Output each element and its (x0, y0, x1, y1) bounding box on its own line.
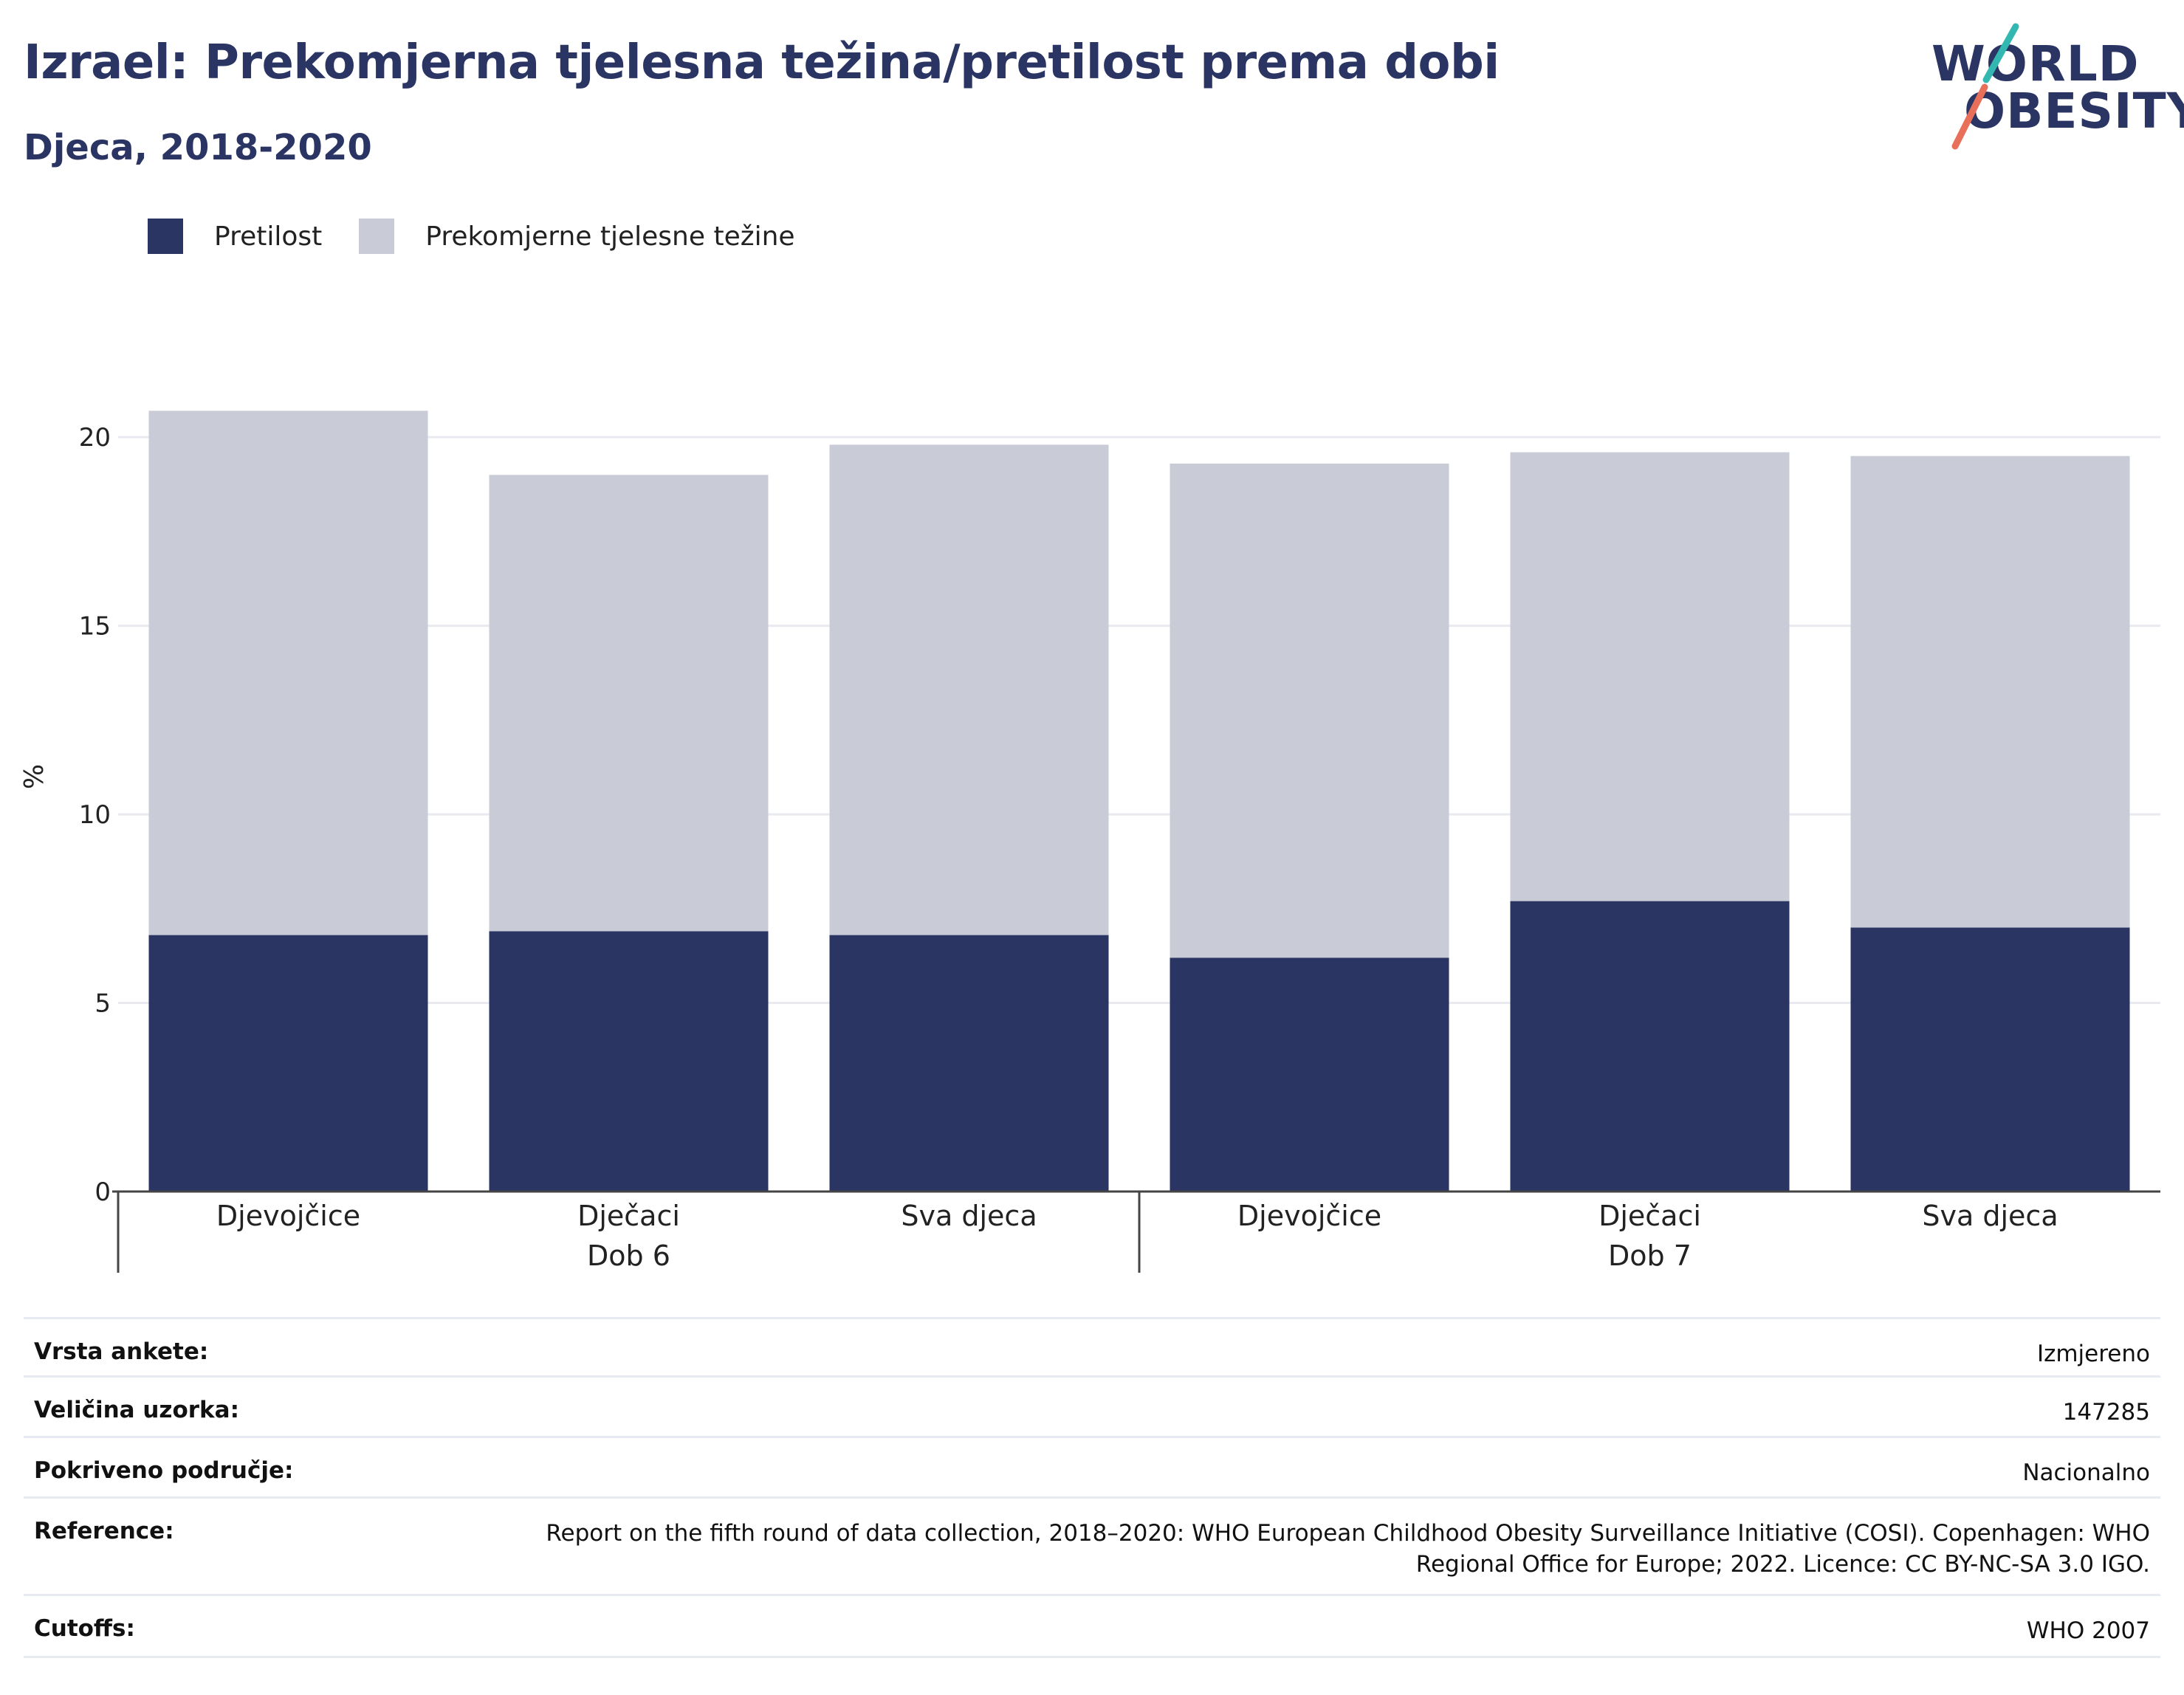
x-tick-label: Djevojčice (216, 1200, 360, 1232)
world-obesity-logo: WORLD OBESITY (1920, 21, 2184, 154)
y-axis-title: % (19, 764, 49, 789)
info-row-reference: Reference: Report on the fifth round of … (24, 1499, 2160, 1596)
info-value: Nacionalno (2022, 1460, 2150, 1486)
stacked-bar-chart: 0 5 10 15 20% Djevojčice Dječaci Sva djeca Djevo… (19, 410, 2160, 1273)
bar-overweight (1170, 463, 1449, 958)
info-row-cutoffs: Cutoffs: WHO 2007 (24, 1596, 2160, 1658)
info-value: WHO 2007 (2026, 1617, 2150, 1644)
y-tick-label: 0 (95, 1177, 111, 1207)
info-key: Cutoffs: (34, 1615, 135, 1642)
y-tick-label: 5 (95, 989, 111, 1019)
bar-overweight (829, 444, 1109, 935)
legend-swatch-obesity (148, 219, 183, 254)
info-row-coverage: Pokriveno područje: Nacionalno (24, 1438, 2160, 1499)
info-value: 147285 (2062, 1399, 2150, 1426)
info-key: Reference: (34, 1518, 174, 1544)
y-tick-label: 15 (79, 612, 111, 642)
y-tick-label: 20 (79, 423, 111, 453)
legend-swatch-overweight (359, 219, 395, 254)
chart-subtitle: Djeca, 2018-2020 (24, 127, 372, 168)
x-tick-label: Sva djeca (901, 1200, 1037, 1232)
legend-item-overweight[interactable]: Prekomjerne tjelesne težine (359, 219, 795, 254)
bar-obesity (1510, 901, 1790, 1192)
info-key: Veličina uzorka: (34, 1397, 239, 1423)
bar-obesity (1170, 957, 1449, 1192)
logo-slash-icon (1951, 23, 2019, 150)
bar-overweight (148, 410, 428, 935)
bar-obesity (489, 931, 769, 1192)
info-row-survey-type: Vrsta ankete: Izmjereno (24, 1317, 2160, 1378)
survey-info-table: Vrsta ankete: Izmjereno Veličina uzorka:… (24, 1317, 2160, 1658)
legend-label-obesity: Pretilost (214, 221, 323, 252)
bar-overweight (489, 475, 769, 932)
bar-overweight (1510, 452, 1790, 901)
logo-line-world: WORLD (1931, 35, 2140, 92)
bar-overweight (1850, 455, 2130, 928)
x-tick-label: Dječaci (1598, 1200, 1701, 1232)
bar-obesity (1850, 927, 2130, 1192)
group-label: Dob 6 (587, 1240, 670, 1272)
legend-label-overweight: Prekomjerne tjelesne težine (425, 221, 795, 252)
bar-obesity (148, 935, 428, 1192)
legend-item-obesity[interactable]: Pretilost (148, 219, 322, 254)
chart-title: Izrael: Prekomjerna tjelesna težina/pret… (24, 35, 1500, 90)
info-row-sample-size: Veličina uzorka: 147285 (24, 1378, 2160, 1438)
x-tick-label: Sva djeca (1922, 1200, 2058, 1232)
chart-legend: Pretilost Prekomjerne tjelesne težine (148, 219, 832, 254)
x-tick-label: Djevojčice (1237, 1200, 1381, 1232)
bar-obesity (829, 935, 1109, 1192)
info-key: Vrsta ankete: (34, 1338, 209, 1365)
info-value: Report on the fifth round of data collec… (546, 1520, 2150, 1578)
group-label: Dob 7 (1608, 1240, 1692, 1272)
logo-line-obesity: OBESITY (1964, 83, 2184, 140)
info-key: Pokriveno područje: (34, 1457, 294, 1484)
x-tick-label: Dječaci (577, 1200, 680, 1232)
y-tick-label: 10 (79, 800, 111, 830)
info-value: Izmjereno (2036, 1341, 2150, 1367)
